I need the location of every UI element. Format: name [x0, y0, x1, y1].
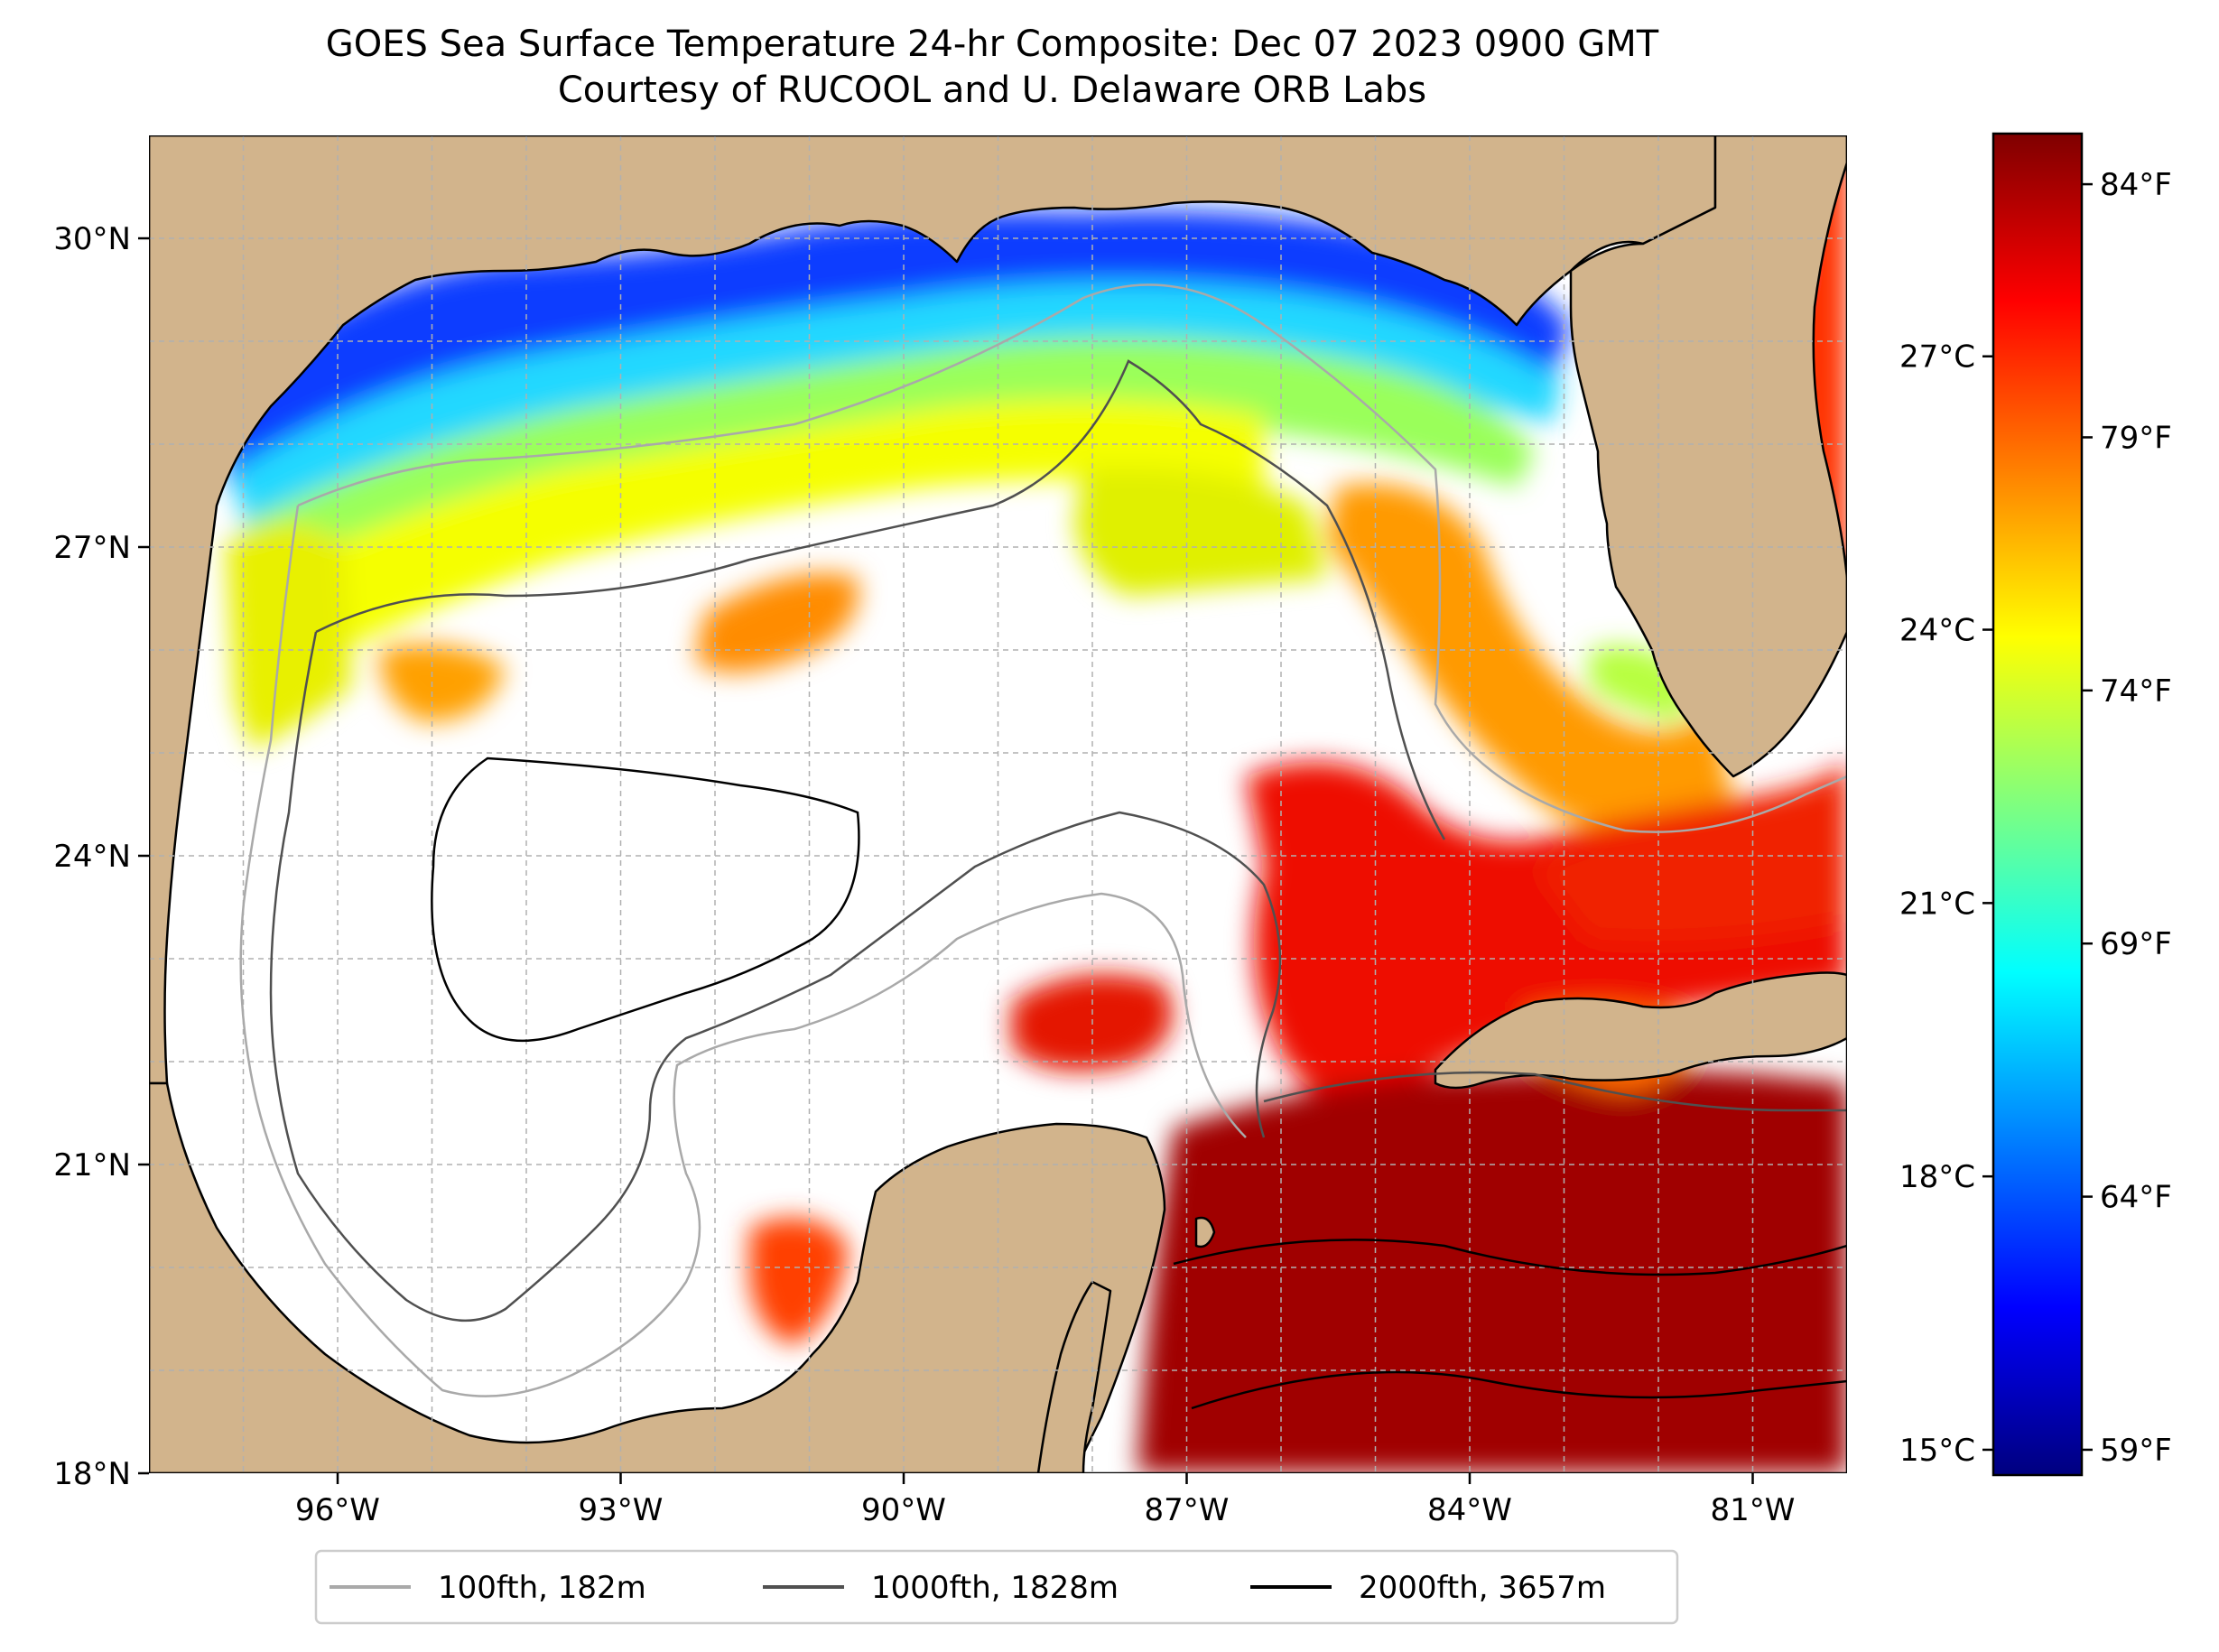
sst-north-yellow: [244, 399, 1264, 731]
lat-tick-label: 24°N: [53, 839, 131, 875]
colorbar-celsius-label: 24°C: [1899, 613, 1975, 649]
sst-straits-red: [1535, 776, 1847, 942]
colorbar-fahrenheit-label: 64°F: [2100, 1180, 2172, 1216]
latitude-axis: 18°N 21°N 24°N 27°N 30°N: [53, 221, 149, 1492]
colorbar-fahrenheit-label: 59°F: [2100, 1433, 2172, 1469]
lat-tick-label: 21°N: [53, 1147, 131, 1183]
sst-north-shelf-cold: [226, 210, 1571, 487]
sst-eastern-orange: [1327, 484, 1733, 831]
colorbar-celsius-label: 21°C: [1899, 886, 1975, 922]
map-area: [149, 135, 1847, 1473]
land-cuba: [1434, 971, 1847, 1090]
isobath-2000fth: [431, 756, 1847, 1410]
lon-tick-label: 87°W: [1145, 1492, 1230, 1528]
land: [149, 135, 1847, 1473]
colorbar-fahrenheit-ticks: 59°F 64°F 69°F 74°F 79°F 84°F: [2082, 167, 2172, 1469]
legend-label: 2000fth, 3657m: [1359, 1570, 1606, 1606]
colorbar-fahrenheit-label: 84°F: [2100, 167, 2172, 203]
lon-tick-label: 81°W: [1711, 1492, 1796, 1528]
sst-west-orange: [379, 644, 506, 722]
land-cozumel: [1194, 1216, 1216, 1248]
lon-tick-label: 90°W: [861, 1492, 946, 1528]
colorbar-celsius-label: 27°C: [1899, 339, 1975, 376]
colorbar: 15°C 18°C 21°C 24°C 27°C 59°F 64°F 69°F 74°F 79°…: [1899, 132, 2172, 1477]
lon-tick-label: 84°W: [1427, 1492, 1512, 1528]
colorbar-fahrenheit-label: 74°F: [2100, 673, 2172, 710]
land-us-gulf-coast: [149, 135, 1717, 1085]
lon-tick-label: 96°W: [295, 1492, 380, 1528]
colorbar-celsius-ticks: 15°C 18°C 21°C 24°C 27°C: [1899, 339, 1993, 1469]
isobath-1000fth: [269, 359, 1847, 1323]
colorbar-gradient: [1992, 132, 2084, 1477]
graticule: [149, 135, 1847, 1473]
legend: 100fth, 182m 1000fth, 1828m 2000fth, 3657m: [314, 1549, 1679, 1625]
colorbar-celsius-label: 18°C: [1899, 1159, 1975, 1195]
colorbar-celsius-label: 15°C: [1899, 1433, 1975, 1469]
sst-central-orange: [695, 573, 859, 673]
colorbar-fahrenheit-label: 79°F: [2100, 420, 2172, 456]
figure-title: GOES Sea Surface Temperature 24-hr Compo…: [326, 23, 1659, 65]
lat-tick-label: 27°N: [53, 530, 131, 566]
isobath-100fth: [239, 283, 1847, 1397]
legend-box: [314, 1549, 1679, 1625]
lat-tick-label: 18°N: [53, 1456, 131, 1492]
lon-tick-label: 93°W: [579, 1492, 664, 1528]
sst-eastern-yellow: [1074, 468, 1327, 596]
longitude-axis: 96°W 93°W 90°W 87°W 84°W 81°W: [295, 1473, 1795, 1528]
legend-label: 1000fth, 1828m: [871, 1570, 1119, 1606]
figure-subtitle: Courtesy of RUCOOL and U. Delaware ORB L…: [558, 70, 1426, 111]
land-florida: [1569, 135, 1847, 778]
lat-tick-label: 30°N: [53, 221, 131, 257]
legend-label: 100fth, 182m: [438, 1570, 646, 1606]
sst-campeche-orange: [749, 1217, 849, 1345]
land-mexico: [149, 1081, 1166, 1473]
colorbar-fahrenheit-label: 69°F: [2100, 926, 2172, 962]
sst-west-yellow: [226, 524, 352, 749]
sst-caribbean-darkred: [1137, 1070, 1847, 1473]
